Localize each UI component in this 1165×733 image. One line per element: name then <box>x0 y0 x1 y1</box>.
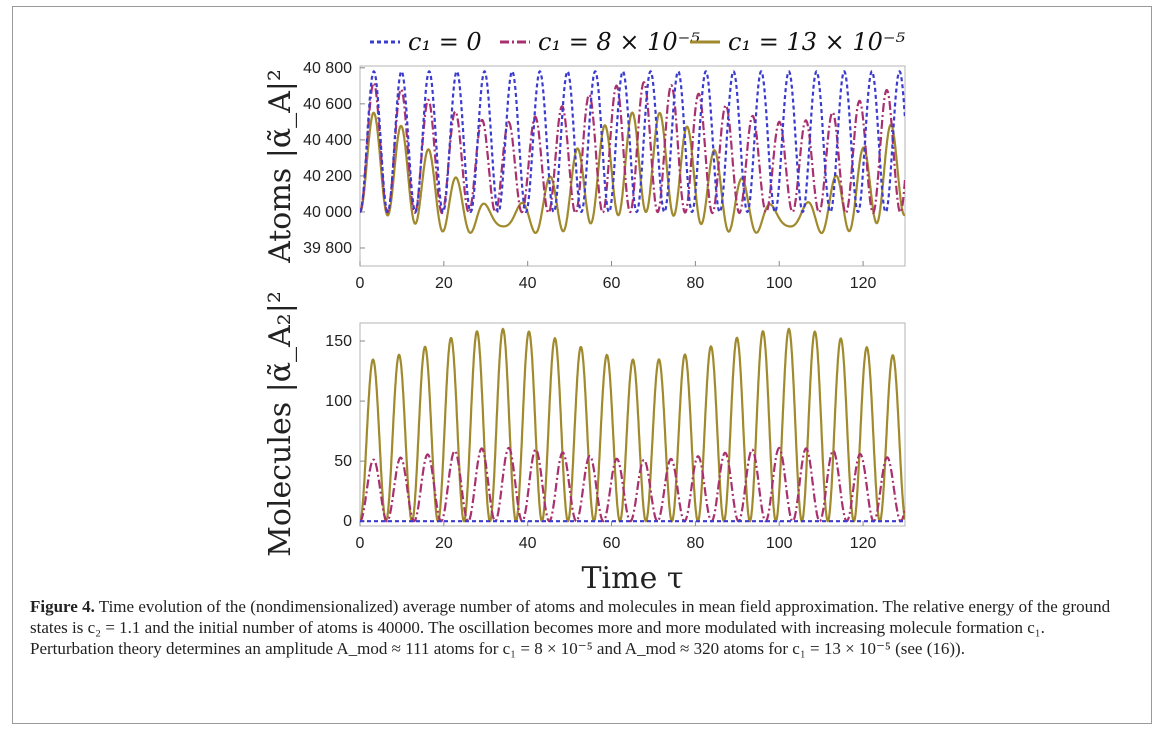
plot-frame <box>359 322 906 527</box>
x-tick-label: 100 <box>766 535 793 552</box>
legend-swatch-c1-0 <box>370 40 400 44</box>
x-tick-label: 20 <box>435 275 453 292</box>
legend-item-c1-8e-5: c₁ = 8 × 10⁻⁵ <box>500 22 700 62</box>
chart-legend: c₁ = 0 c₁ = 8 × 10⁻⁵ c₁ = 13 × 10⁻⁵ <box>0 22 1165 62</box>
x-tick-label: 80 <box>686 535 704 552</box>
x-axis-title: Time τ <box>582 561 684 596</box>
x-tick-label: 20 <box>435 535 453 552</box>
y-tick-label: 40 000 <box>303 204 352 221</box>
x-tick-label: 40 <box>519 275 537 292</box>
y-tick-label: 40 800 <box>303 60 352 77</box>
y-axis-title: Atoms |α̃_A|² <box>263 69 298 264</box>
y-tick-label: 100 <box>325 393 352 410</box>
series-line <box>360 327 905 523</box>
figure-frame <box>12 6 1152 724</box>
x-tick-label: 0 <box>356 535 365 552</box>
series-line <box>360 446 905 523</box>
x-tick-label: 60 <box>603 275 621 292</box>
plot-frame <box>359 65 906 267</box>
y-axis-title: Molecules |α̃_A₂|² <box>263 291 298 557</box>
x-tick-label: 0 <box>356 275 365 292</box>
x-tick-label: 40 <box>519 535 537 552</box>
series-line <box>360 70 905 214</box>
x-tick-label: 120 <box>850 535 877 552</box>
legend-swatch-c1-13e-5 <box>690 40 720 44</box>
figure-label: Figure 4. <box>30 597 95 616</box>
x-tick-label: 100 <box>766 275 793 292</box>
atoms-chart: 0 20 40 60 80 100 120 39 800 40 000 40 200 40 400 4… <box>263 60 906 292</box>
caption-text: Time evolution of the (nondimensionalize… <box>30 597 1111 658</box>
legend-item-c1-13e-5: c₁ = 13 × 10⁻⁵ <box>690 22 905 62</box>
y-tick-label: 50 <box>334 453 352 470</box>
y-tick-label: 150 <box>325 333 352 350</box>
legend-label-c1-0: c₁ = 0 <box>408 28 482 56</box>
x-tick-label: 80 <box>686 275 704 292</box>
figure-caption: Figure 4. Time evolution of the (nondime… <box>30 596 1130 659</box>
y-tick-label: 39 800 <box>303 240 352 257</box>
legend-swatch-c1-8e-5 <box>500 40 530 44</box>
y-tick-label: 40 600 <box>303 96 352 113</box>
series-line <box>360 111 905 235</box>
y-tick-label: 0 <box>343 513 352 530</box>
legend-label-c1-8e-5: c₁ = 8 × 10⁻⁵ <box>538 28 700 56</box>
legend-item-c1-0: c₁ = 0 <box>370 22 482 62</box>
y-tick-label: 40 200 <box>303 168 352 185</box>
x-tick-label: 120 <box>850 275 877 292</box>
molecules-chart: 0 20 40 60 80 100 120 0 50 100 150 Molecules |α̃_A₂… <box>263 291 906 596</box>
legend-label-c1-13e-5: c₁ = 13 × 10⁻⁵ <box>728 28 906 56</box>
y-tick-label: 40 400 <box>303 132 352 149</box>
x-tick-label: 60 <box>603 535 621 552</box>
